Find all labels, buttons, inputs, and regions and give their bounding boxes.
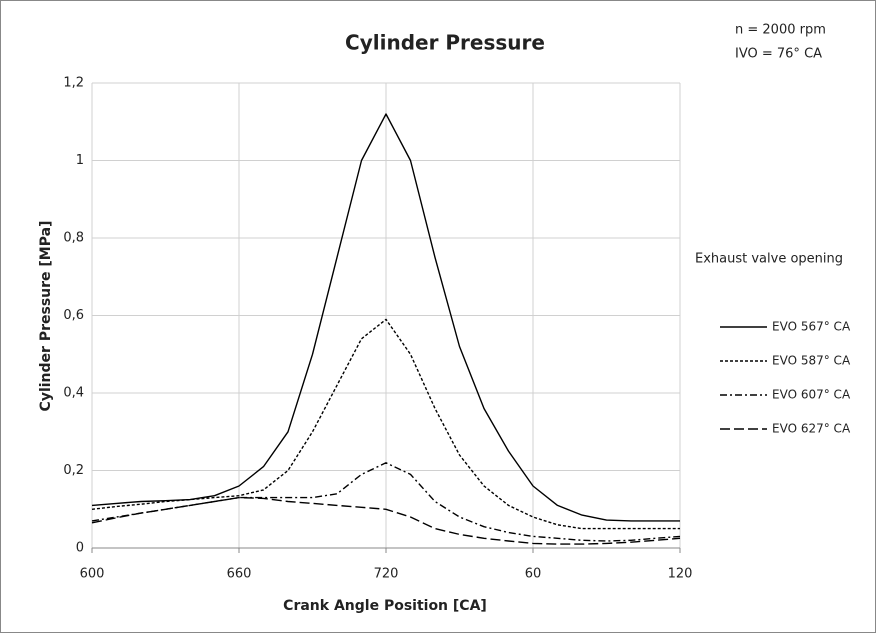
y-tick-label: 0,2: [63, 463, 84, 478]
y-tick-label: 0: [76, 541, 84, 556]
x-tick-label: 720: [374, 567, 399, 582]
legend-label: EVO 627° CA: [772, 422, 851, 436]
y-tick-label: 1: [76, 153, 84, 168]
x-tick-label: 120: [668, 567, 693, 582]
y-tick-label: 0,6: [63, 308, 84, 323]
series-line: [91, 462, 681, 542]
x-axis-label: Crank Angle Position [CA]: [283, 598, 487, 614]
annotation: n = 2000 rpm: [735, 23, 826, 38]
legend-label: EVO 587° CA: [772, 354, 851, 368]
legend-label: EVO 607° CA: [772, 388, 851, 402]
x-tick-label: 600: [80, 567, 105, 582]
x-tick-label: 60: [525, 567, 542, 582]
y-axis-label: Cylinder Pressure [MPa]: [38, 221, 54, 412]
series-line: [91, 496, 681, 545]
x-tick-label: 660: [227, 567, 252, 582]
y-tick-label: 0,4: [63, 386, 84, 401]
chart-title: Cylinder Pressure: [345, 31, 545, 55]
series-line: [91, 113, 680, 522]
legend-title: Exhaust valve opening: [695, 252, 843, 267]
legend-label: EVO 567° CA: [772, 320, 851, 334]
y-tick-label: 1,2: [63, 76, 84, 91]
y-tick-label: 0,8: [63, 231, 84, 246]
annotation: IVO = 76° CA: [735, 47, 822, 62]
series-line: [91, 318, 680, 530]
